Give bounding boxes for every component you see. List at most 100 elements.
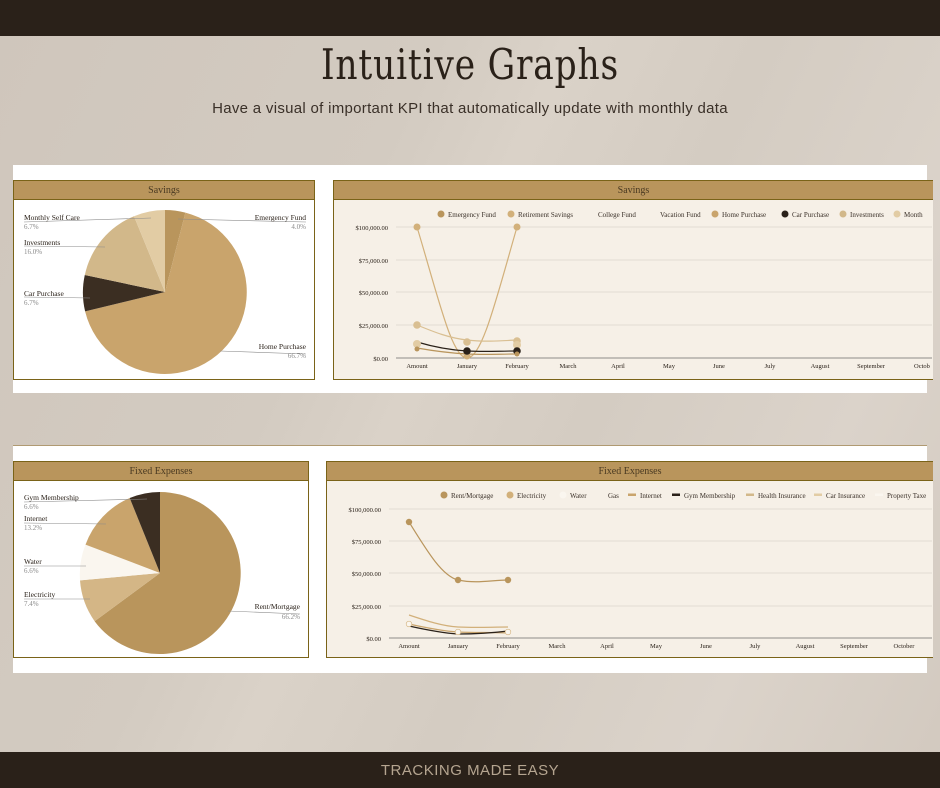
savings-pie-chart[interactable]: Monthly Self Care Investments Car Purcha…: [14, 200, 314, 378]
y-axis-ticks: $100,000.00 $75,000.00 $50,000.00 $25,00…: [356, 225, 389, 363]
savings-line-chart[interactable]: Emergency Fund Retirement Savings Colleg…: [334, 200, 932, 378]
pie-pct: 7.4%: [24, 600, 39, 608]
svg-text:$25,000.00: $25,000.00: [359, 323, 388, 330]
data-points: [405, 518, 512, 636]
slice-rent-mortgage[interactable]: [94, 492, 241, 654]
svg-text:April: April: [600, 643, 614, 650]
legend-item[interactable]: Car Insurance: [826, 492, 865, 500]
legend-item[interactable]: Month: [904, 211, 923, 219]
slice-internet[interactable]: [85, 498, 161, 573]
pie-pct: 6.7%: [24, 299, 39, 307]
svg-text:$50,000.00: $50,000.00: [352, 571, 381, 578]
savings-pie-panel: Savings Monthly Self Care Investments C: [13, 180, 315, 380]
svg-text:$0.00: $0.00: [366, 636, 381, 643]
legend-item[interactable]: Investments: [850, 211, 884, 219]
expenses-pie-panel: Fixed Expenses Gym Membership Internet: [13, 461, 309, 658]
legend-item[interactable]: Home Purchase: [722, 211, 766, 219]
pie-label: Investments: [24, 238, 60, 247]
legend-item[interactable]: Gym Membership: [684, 492, 736, 500]
pie-label: Home Purchase: [259, 342, 307, 351]
svg-text:January: January: [457, 363, 478, 370]
svg-text:May: May: [650, 643, 663, 650]
page-subtitle: Have a visual of important KPI that auto…: [212, 100, 728, 117]
svg-text:April: April: [611, 363, 625, 370]
svg-text:June: June: [700, 643, 712, 650]
top-bar: [0, 0, 940, 36]
slice-electricity[interactable]: [80, 573, 160, 622]
slice-car-purchase[interactable]: [82, 275, 165, 312]
fixed-expenses-section: Fixed Expenses Gym Membership Internet: [13, 445, 933, 673]
legend-item[interactable]: Emergency Fund: [448, 211, 496, 219]
slice-monthly-self-care[interactable]: [134, 210, 165, 292]
page-title: Intuitive Graphs: [321, 40, 619, 89]
slice-home-purchase[interactable]: [85, 212, 247, 374]
pie-pct: 6.6%: [24, 503, 39, 511]
svg-text:Amount: Amount: [406, 363, 428, 370]
svg-text:$0.00: $0.00: [373, 356, 388, 363]
pie-label: Monthly Self Care: [24, 213, 80, 222]
pie-leader-lines: [23, 498, 301, 615]
savings-line-panel: Savings Emergency Fund Retirement Saving…: [333, 180, 933, 380]
pie-pct: 66.7%: [288, 352, 306, 360]
footer-tagline: TRACKING MADE EASY: [380, 761, 560, 779]
y-axis-ticks: $100,000.00 $75,000.00 $50,000.00 $25,00…: [349, 507, 382, 643]
legend-item[interactable]: Electricity: [517, 492, 547, 500]
pie-pct: 6.7%: [24, 223, 39, 231]
svg-text:May: May: [663, 363, 676, 370]
expenses-line-chart[interactable]: Rent/Mortgage Electricity Water Gas Inte…: [327, 481, 932, 657]
svg-text:March: March: [549, 643, 567, 650]
svg-text:$50,000.00: $50,000.00: [359, 290, 388, 297]
legend-item[interactable]: Gas: [608, 492, 619, 500]
svg-text:$75,000.00: $75,000.00: [352, 539, 381, 546]
svg-text:February: February: [505, 363, 529, 370]
pie-pct: 13.2%: [24, 524, 42, 532]
legend-item[interactable]: Rent/Mortgage: [451, 492, 493, 500]
savings-line-title: Savings: [334, 181, 933, 200]
svg-text:January: January: [448, 643, 469, 650]
svg-text:February: February: [496, 643, 520, 650]
legend-item[interactable]: Vacation Fund: [660, 211, 701, 219]
legend-item[interactable]: Water: [570, 492, 587, 500]
expenses-pie-chart[interactable]: Gym Membership Internet Water Electricit…: [14, 481, 308, 657]
svg-text:July: July: [765, 363, 777, 370]
legend-item[interactable]: Retirement Savings: [518, 211, 573, 219]
svg-text:$25,000.00: $25,000.00: [352, 604, 381, 611]
slice-emergency-fund[interactable]: [165, 210, 186, 292]
pie-pct: 16.0%: [24, 248, 42, 256]
x-axis-ticks: Amount January February March April May …: [406, 363, 930, 370]
pie-label: Car Purchase: [24, 289, 64, 298]
slice-gym-membership[interactable]: [129, 492, 160, 573]
savings-pie-title: Savings: [14, 181, 314, 200]
legend-item[interactable]: College Fund: [598, 211, 636, 219]
svg-text:August: August: [796, 643, 815, 650]
expenses-line-title: Fixed Expenses: [327, 462, 933, 481]
svg-text:$100,000.00: $100,000.00: [349, 507, 382, 514]
pie-slices: [82, 210, 247, 374]
x-axis-ticks: Amount January February March April May …: [398, 643, 915, 650]
svg-text:September: September: [840, 643, 869, 650]
pie-pct: 4.0%: [291, 223, 306, 231]
slice-water[interactable]: [79, 544, 160, 581]
pie-label: Emergency Fund: [255, 213, 307, 222]
data-points: [413, 223, 521, 360]
svg-text:$100,000.00: $100,000.00: [356, 225, 389, 232]
savings-section: Savings Monthly Self Care Investments C: [13, 165, 933, 393]
legend-item[interactable]: Car Purchase: [792, 211, 829, 219]
svg-text:Amount: Amount: [398, 643, 420, 650]
legend-item[interactable]: Property Taxe: [887, 492, 926, 500]
pie-label: Electricity: [24, 590, 55, 599]
svg-text:$75,000.00: $75,000.00: [359, 258, 388, 265]
slice-investments[interactable]: [84, 216, 165, 292]
footer-bar: TRACKING MADE EASY: [0, 752, 940, 788]
legend-item[interactable]: Health Insurance: [758, 492, 806, 500]
legend-item[interactable]: Internet: [640, 492, 662, 500]
chart-legend: Rent/Mortgage Electricity Water Gas Inte…: [440, 491, 926, 500]
expenses-pie-title: Fixed Expenses: [14, 462, 308, 481]
pie-label: Internet: [24, 514, 48, 523]
svg-text:September: September: [857, 363, 886, 370]
svg-text:July: July: [750, 643, 762, 650]
expenses-line-panel: Fixed Expenses Rent/Mortgage Electricity…: [326, 461, 933, 658]
chart-legend: Emergency Fund Retirement Savings Colleg…: [437, 210, 923, 219]
grid-lines: [396, 226, 932, 326]
svg-text:June: June: [713, 363, 725, 370]
